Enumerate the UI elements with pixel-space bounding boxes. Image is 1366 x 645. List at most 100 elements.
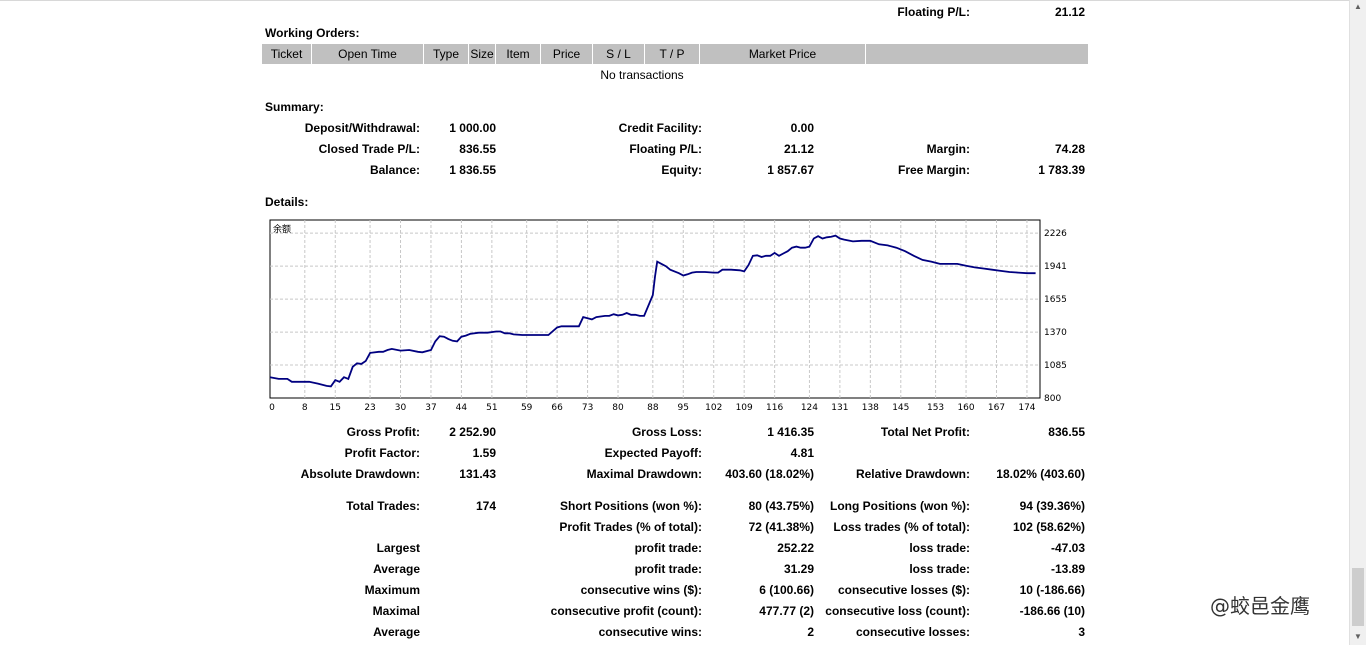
relative-drawdown-label: Relative Drawdown: — [855, 467, 970, 481]
margin-label: Margin: — [926, 142, 970, 156]
col-open-time[interactable]: Open Time — [312, 44, 424, 64]
free-margin-value: 1 783.39 — [1038, 163, 1085, 177]
scroll-up-arrow-icon[interactable]: ▲ — [1354, 2, 1362, 11]
y-tick-label: 1655 — [1044, 295, 1067, 305]
largest-loss-value: -47.03 — [1050, 541, 1085, 555]
x-tick-label: 109 — [736, 403, 753, 413]
largest-label: Largest — [376, 541, 420, 555]
total-net-profit-label: Total Net Profit: — [880, 425, 970, 439]
x-tick-label: 44 — [456, 403, 468, 413]
balance-value: 1 836.55 — [449, 163, 496, 177]
total-net-profit-value: 836.55 — [1048, 425, 1085, 439]
absolute-drawdown-label: Absolute Drawdown: — [300, 467, 420, 481]
col-market-price[interactable]: Market Price — [700, 44, 866, 64]
maximal-label: Maximal — [372, 604, 420, 618]
max-consecutive-losses-value: 10 (-186.66) — [1019, 583, 1085, 597]
col-type[interactable]: Type — [424, 44, 469, 64]
average-loss-label: loss trade: — [909, 562, 970, 576]
window-top-border — [0, 0, 1366, 1]
scroll-down-arrow-icon[interactable]: ▼ — [1354, 632, 1362, 641]
x-tick-label: 167 — [988, 403, 1005, 413]
maximal-consecutive-loss-value: -186.66 (10) — [1019, 604, 1085, 618]
max-consecutive-wins-label: consecutive wins ($): — [580, 583, 702, 597]
balance-label: Balance: — [369, 163, 420, 177]
col-sl[interactable]: S / L — [593, 44, 645, 64]
summary-title: Summary: — [265, 100, 324, 114]
vertical-scrollbar[interactable]: ▲ ▼ — [1349, 0, 1366, 645]
expected-payoff-label: Expected Payoff: — [604, 446, 702, 460]
chart-x-ticks: 0 8 15 23 30 37 44 51 59 66 73 80 88 95 102 109 116 124 13… — [269, 403, 1036, 413]
largest-profit-label: profit trade: — [634, 541, 702, 555]
working-orders-title: Working Orders: — [265, 26, 360, 40]
col-item[interactable]: Item — [496, 44, 541, 64]
relative-drawdown-value: 18.02% (403.60) — [996, 467, 1085, 481]
maximum-label: Maximum — [364, 583, 420, 597]
orders-table-header: Ticket Open Time Type Size Item Price S … — [262, 44, 1088, 64]
x-tick-label: 59 — [521, 403, 533, 413]
x-tick-label: 80 — [612, 403, 624, 413]
x-tick-label: 116 — [766, 403, 783, 413]
floating-pl-label: Floating P/L: — [629, 142, 702, 156]
details-title: Details: — [265, 195, 309, 209]
equity-label: Equity: — [661, 163, 702, 177]
credit-label: Credit Facility: — [618, 121, 702, 135]
y-tick-label: 800 — [1044, 394, 1061, 404]
chart-y-ticks: 800 1085 1370 1655 1941 2226 — [1044, 229, 1067, 404]
short-positions-value: 80 (43.75%) — [748, 499, 814, 513]
top-floating-value: 21.12 — [1054, 5, 1085, 19]
long-positions-value: 94 (39.36%) — [1019, 499, 1085, 513]
maximal-consecutive-profit-label: consecutive profit (count): — [550, 604, 702, 618]
x-tick-label: 88 — [647, 403, 659, 413]
maximal-drawdown-label: Maximal Drawdown: — [586, 467, 702, 481]
largest-profit-value: 252.22 — [777, 541, 814, 555]
col-tp[interactable]: T / P — [645, 44, 700, 64]
average-profit-label: profit trade: — [634, 562, 702, 576]
average-consecutive-label: Average — [373, 625, 420, 639]
average-profit-value: 31.29 — [783, 562, 814, 576]
x-tick-label: 8 — [302, 403, 308, 413]
deposit-value: 1 000.00 — [449, 121, 496, 135]
y-tick-label: 1941 — [1044, 262, 1067, 272]
closed-pl-label: Closed Trade P/L: — [318, 142, 420, 156]
col-ticket[interactable]: Ticket — [262, 44, 312, 64]
loss-trades-value: 102 (58.62%) — [1012, 520, 1085, 534]
avg-consecutive-wins-value: 2 — [807, 625, 814, 639]
x-tick-label: 131 — [831, 403, 848, 413]
x-tick-label: 124 — [801, 403, 818, 413]
absolute-drawdown-value: 131.43 — [459, 467, 496, 481]
gross-profit-value: 2 252.90 — [449, 425, 496, 439]
col-price[interactable]: Price — [541, 44, 593, 64]
equity-value: 1 857.67 — [767, 163, 814, 177]
max-consecutive-losses-label: consecutive losses ($): — [837, 583, 970, 597]
x-tick-label: 15 — [330, 403, 341, 413]
largest-loss-label: loss trade: — [909, 541, 970, 555]
x-tick-label: 174 — [1018, 403, 1035, 413]
avg-consecutive-losses-label: consecutive losses: — [855, 625, 970, 639]
x-tick-label: 160 — [957, 403, 974, 413]
avg-consecutive-losses-value: 3 — [1078, 625, 1085, 639]
scroll-thumb[interactable] — [1352, 568, 1364, 626]
profit-factor-value: 1.59 — [472, 446, 496, 460]
y-tick-label: 1085 — [1044, 361, 1067, 371]
top-floating-label: Floating P/L: — [897, 5, 970, 19]
total-trades-label: Total Trades: — [346, 499, 420, 513]
x-tick-label: 153 — [927, 403, 944, 413]
balance-chart: 800 1085 1370 1655 1941 2226 0 8 15 23 30 37 44 51 59… — [269, 219, 1067, 413]
col-size[interactable]: Size — [469, 44, 496, 64]
watermark-text: @蛟邑金鹰 — [1210, 594, 1310, 618]
chart-title: 余额 — [273, 223, 291, 235]
x-tick-label: 145 — [892, 403, 909, 413]
loss-trades-label: Loss trades (% of total): — [833, 520, 970, 534]
average-label: Average — [373, 562, 420, 576]
max-consecutive-wins-value: 6 (100.66) — [759, 583, 814, 597]
maximal-consecutive-loss-label: consecutive loss (count): — [825, 604, 970, 618]
long-positions-label: Long Positions (won %): — [830, 499, 970, 513]
margin-value: 74.28 — [1054, 142, 1085, 156]
x-tick-label: 102 — [705, 403, 722, 413]
average-loss-value: -13.89 — [1050, 562, 1085, 576]
col-extra[interactable] — [866, 44, 1088, 64]
x-tick-label: 23 — [364, 403, 375, 413]
x-tick-label: 66 — [551, 403, 563, 413]
gross-loss-value: 1 416.35 — [767, 425, 814, 439]
y-tick-label: 2226 — [1044, 229, 1067, 239]
